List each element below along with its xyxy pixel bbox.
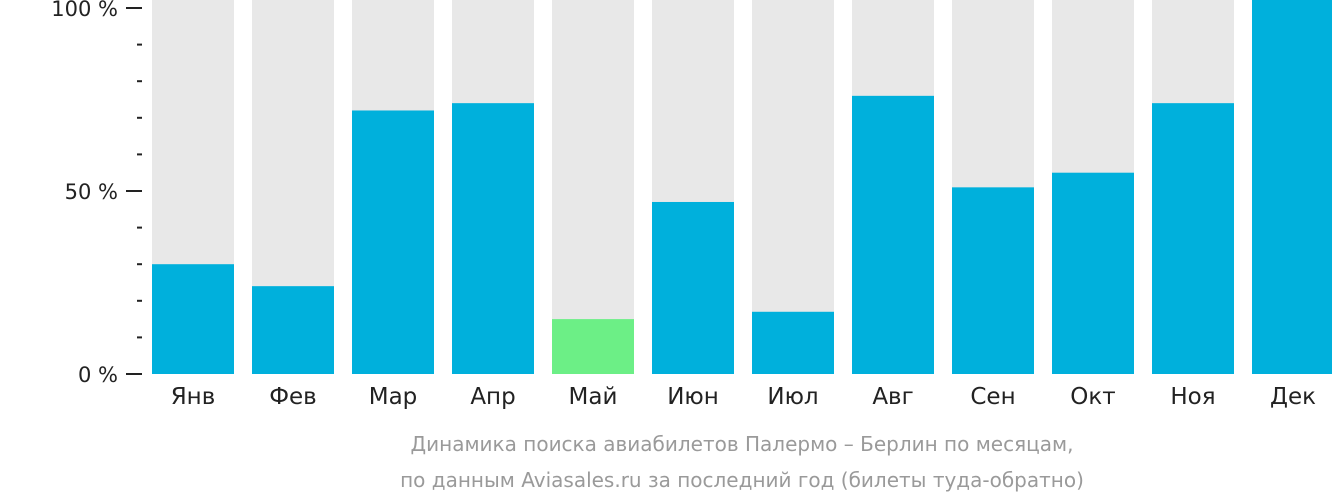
x-tick-label: Май [569,384,618,410]
y-tick-label: 50 % [65,180,118,204]
x-axis-labels: Янв Фев Мар Апр Май Июн Июл Авг Сен Окт Ноя Дек [171,384,1316,410]
bar-1 [152,264,234,374]
bar-5 [552,319,634,374]
x-tick-label: Апр [470,384,515,410]
bar-6 [652,201,734,374]
chart-caption-line-2: по данным Aviasales.ru за последний год … [400,468,1084,492]
x-tick-label: Янв [171,384,216,410]
bar-7 [752,311,834,374]
x-tick-label: Ноя [1170,384,1215,410]
x-tick-label: Окт [1070,384,1115,410]
background-bar [752,0,834,374]
data-bars [152,0,1332,374]
y-axis: 0 % 50 % 100 % [51,0,142,387]
x-tick-label: Июн [667,384,719,410]
bar-8 [852,95,934,374]
bar-chart: 0 % 50 % 100 % Янв Фев Мар Апр Май Июн Июл Авг Сен… [51,0,1332,410]
y-tick-label: 0 % [78,363,118,387]
bar-12 [1252,0,1332,374]
x-tick-label: Авг [872,384,913,410]
bar-11 [1152,103,1234,374]
x-tick-label: Дек [1270,384,1316,410]
x-tick-label: Июл [767,384,818,410]
x-tick-label: Мар [369,384,418,410]
x-tick-label: Сен [970,384,1015,410]
bar-2 [252,286,334,374]
bar-3 [352,110,434,374]
y-tick-label: 100 % [51,0,118,21]
background-bar [552,0,634,374]
bar-9 [952,187,1034,374]
chart-caption-line-1: Динамика поиска авиабилетов Палермо – Бе… [410,432,1074,456]
bar-4 [452,103,534,374]
x-tick-label: Фев [269,384,317,410]
bar-10 [1052,172,1134,374]
